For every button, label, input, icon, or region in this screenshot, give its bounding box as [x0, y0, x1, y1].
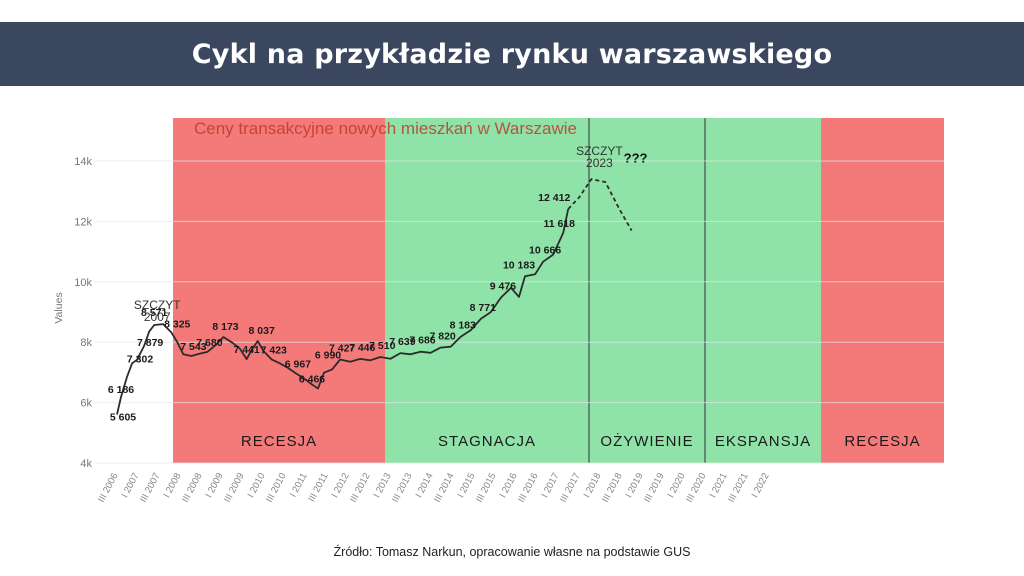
x-tick-label: III 2020 — [684, 471, 709, 504]
x-tick-label: III 2017 — [558, 471, 583, 504]
data-label: 12 412 — [538, 192, 570, 204]
data-label: 7 820 — [429, 331, 455, 343]
x-tick-label: I 2022 — [750, 471, 772, 499]
x-tick-label: I 2008 — [162, 471, 184, 499]
x-tick-label: III 2013 — [390, 471, 415, 504]
phase-label: RECESJA — [241, 433, 317, 450]
x-tick-label: III 2008 — [180, 471, 205, 504]
x-tick-label: I 2011 — [288, 471, 310, 499]
phase-band-0 — [173, 118, 385, 463]
annotation-label: SZCZYT — [576, 144, 623, 158]
phase-label: RECESJA — [844, 433, 920, 450]
data-label: 7 686 — [409, 335, 435, 347]
x-tick-label: I 2007 — [120, 471, 142, 499]
x-tick-label: I 2018 — [582, 471, 604, 499]
annotation-label: 2007 — [144, 310, 171, 324]
x-tick-label: I 2017 — [540, 471, 562, 499]
phase-label: EKSPANSJA — [715, 433, 811, 450]
data-label: 8 571 — [141, 307, 167, 319]
y-tick-label: 14k — [74, 156, 92, 168]
x-tick-label: I 2019 — [624, 471, 646, 499]
data-label: 7 510 — [369, 340, 395, 352]
phase-band-4 — [821, 118, 944, 463]
phase-label: OŻYWIENIE — [600, 432, 693, 450]
phase-label: STAGNACJA — [438, 433, 536, 450]
data-label: 8 173 — [212, 321, 238, 333]
y-tick-label: 12k — [74, 216, 92, 228]
data-label: 10 183 — [503, 259, 535, 271]
x-tick-label: I 2009 — [204, 471, 226, 499]
data-label: 5 605 — [110, 412, 136, 424]
data-label: 7 639 — [389, 336, 415, 348]
source-caption: Źródło: Tomasz Narkun, opracowanie własn… — [333, 545, 691, 559]
data-label: 10 666 — [529, 245, 561, 257]
data-label: 7 446 — [349, 342, 375, 354]
page-title: Cykl na przykładzie rynku warszawskiego — [191, 38, 833, 70]
data-label: 6 186 — [108, 384, 134, 396]
x-tick-label: I 2016 — [498, 471, 520, 499]
x-tick-label: I 2013 — [372, 471, 394, 499]
x-tick-label: III 2011 — [306, 471, 330, 504]
data-label: 7 680 — [196, 337, 222, 349]
data-label: 8 037 — [249, 325, 275, 337]
data-label: 11 618 — [543, 218, 575, 230]
x-tick-label: I 2015 — [456, 471, 478, 499]
y-tick-label: 8k — [80, 337, 92, 349]
x-tick-label: III 2016 — [516, 471, 541, 504]
data-label: 7 423 — [261, 345, 287, 357]
data-label: 6 466 — [299, 374, 325, 386]
x-tick-label: III 2015 — [474, 471, 499, 504]
data-label: 7 427 — [329, 343, 355, 355]
data-label: 7 543 — [180, 341, 206, 353]
annotation-label: SZCZYT — [134, 298, 181, 312]
header-banner: Cykl na przykładzie rynku warszawskiego — [0, 22, 1024, 86]
series-line — [116, 208, 570, 415]
data-label: 8 183 — [450, 320, 476, 332]
x-tick-label: III 2012 — [348, 471, 373, 504]
data-label: 7 879 — [137, 337, 163, 349]
data-label: 7 441 — [234, 344, 260, 356]
phase-band-2 — [589, 118, 705, 463]
x-tick-label: III 2009 — [222, 471, 247, 504]
data-label: 8 325 — [164, 318, 190, 330]
phase-band-3 — [705, 118, 821, 463]
data-label: 6 967 — [285, 358, 311, 370]
x-tick-label: III 2007 — [138, 471, 163, 504]
x-tick-label: III 2006 — [96, 471, 121, 504]
y-axis-label: Values — [53, 292, 65, 323]
y-tick-label: 4k — [80, 458, 92, 470]
y-tick-label: 10k — [74, 277, 92, 289]
data-label: 8 771 — [470, 302, 496, 314]
annotation-label: 2023 — [586, 156, 613, 170]
x-tick-label: I 2020 — [666, 471, 688, 499]
chart-title: Ceny transakcyjne nowych mieszkań w Wars… — [194, 119, 577, 138]
x-tick-label: III 2014 — [432, 471, 457, 504]
phase-band-1 — [385, 118, 589, 463]
x-tick-label: I 2014 — [414, 471, 436, 499]
x-tick-label: III 2010 — [264, 471, 289, 504]
data-label: 6 990 — [315, 350, 341, 362]
annotation-label: ??? — [624, 151, 648, 166]
data-label: 7 302 — [127, 353, 153, 365]
x-tick-label: III 2019 — [642, 471, 667, 504]
data-label: 9 476 — [490, 281, 516, 293]
y-tick-label: 6k — [80, 398, 92, 410]
projection-line — [567, 178, 633, 231]
x-tick-label: I 2012 — [330, 471, 352, 499]
x-tick-label: I 2010 — [246, 471, 268, 499]
x-tick-label: III 2018 — [600, 471, 625, 504]
x-tick-label: III 2021 — [726, 471, 751, 504]
x-tick-label: I 2021 — [708, 471, 730, 499]
